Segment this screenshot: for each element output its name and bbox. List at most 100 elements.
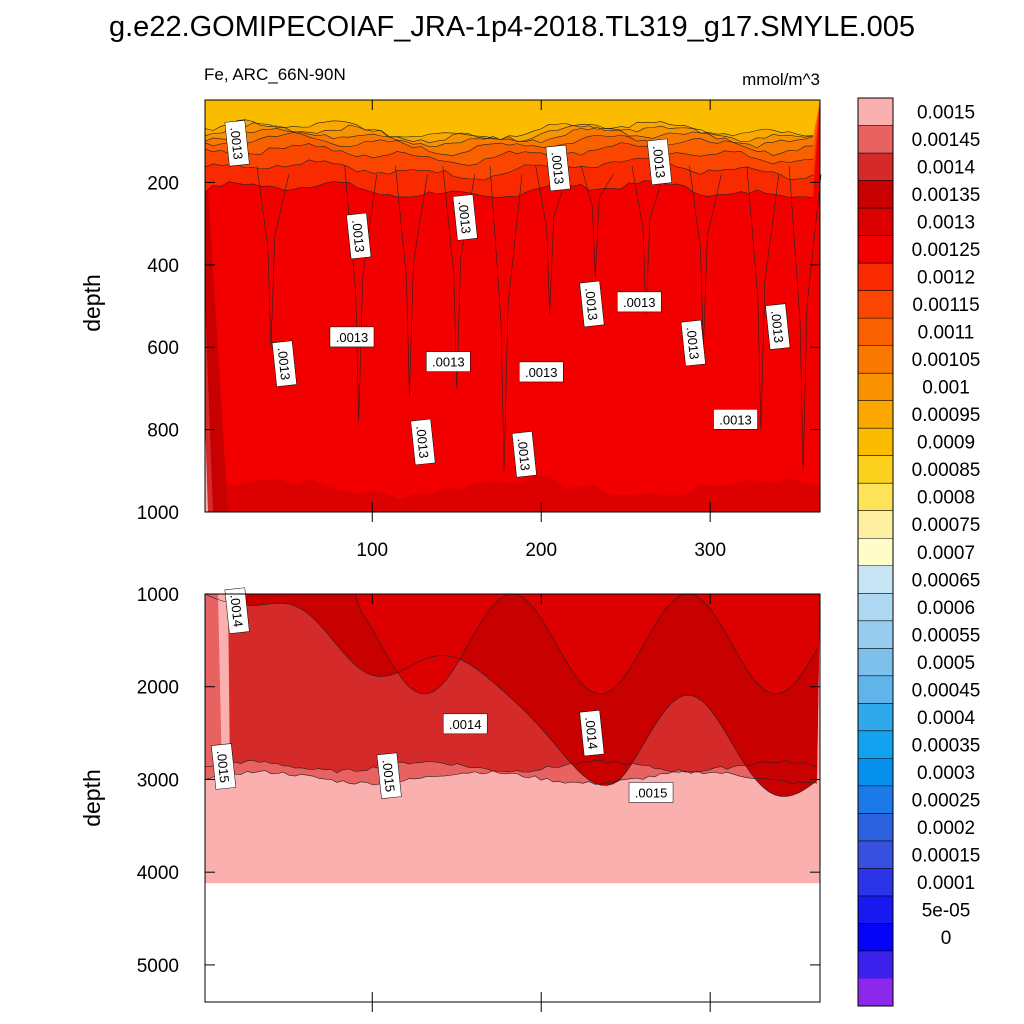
contour-line-0.00135: [204, 593, 818, 797]
colorbar-swatch: [858, 125, 893, 154]
colorbar-swatch: [858, 483, 893, 512]
contour-label: .0014: [224, 587, 250, 634]
colorbar-label: 0.0003: [917, 763, 975, 784]
contour-label-text: .0014: [449, 717, 482, 732]
contour-label: .0014: [442, 713, 488, 735]
contour-line-surface-4: [204, 126, 814, 149]
contour-label: .0013: [426, 351, 471, 372]
colorbar-swatch: [858, 840, 893, 869]
colorbar-label: 0.00105: [912, 350, 981, 371]
contour-line-0.0014: [204, 759, 818, 774]
colorbar-swatch: [858, 813, 893, 842]
contour-label-text: .0013: [623, 295, 656, 310]
contour-label-text: .0013: [548, 151, 566, 185]
colorbar-swatch: [858, 373, 893, 402]
colorbar-swatch: [858, 208, 893, 237]
colorbar-label: 0.0002: [917, 818, 975, 839]
colorbar-swatch: [858, 565, 893, 594]
contour-line-0.0013-7: [631, 165, 665, 315]
colorbar-swatch: [858, 180, 893, 209]
fill-band-0.0015-edge: [205, 420, 208, 512]
contour-label: .0013: [346, 212, 372, 260]
lower-ytick-label: 4000: [137, 863, 179, 884]
contour-label: .0013: [545, 144, 571, 192]
colorbar-label: 0.00055: [912, 625, 981, 646]
contour-line-surface-2: [204, 142, 814, 166]
colorbar-swatch: [858, 978, 893, 1007]
upper-xtick-label: 100: [356, 540, 388, 561]
contour-line-0.0013-6: [580, 165, 614, 278]
upper-ytick-label: 200: [147, 173, 179, 194]
colorbar-label: 0.0014: [917, 158, 976, 179]
lower-ytick-label: 1000: [137, 585, 179, 606]
contour-label: .0013: [224, 120, 250, 167]
contour-label: .0013: [271, 340, 297, 387]
contour-label: .0015: [376, 752, 402, 799]
contour-label: .0013: [646, 138, 673, 185]
colorbar-swatch: [858, 593, 893, 622]
colorbar-label: 0.00135: [912, 185, 981, 206]
contour-label-box: [329, 326, 375, 348]
contour-label-text: .0013: [456, 201, 474, 235]
contour-label-box: [346, 212, 372, 260]
colorbar-label: 0.00125: [912, 240, 981, 261]
contour-label-text: .0013: [227, 126, 245, 160]
colorbar-swatch: [858, 318, 893, 347]
contour-label-text: .0015: [214, 750, 232, 784]
upper-axes: 200 400 600 800 1000 100 200 300: [137, 99, 821, 561]
contour-line-0.0013-10: [788, 165, 822, 471]
colorbar-label: 0.00025: [912, 790, 981, 811]
contour-label-text: .0013: [768, 310, 786, 344]
contour-label: .0013: [765, 303, 791, 350]
colorbar-label: 0.001: [922, 378, 970, 399]
colorbar-swatch: [858, 538, 893, 567]
colorbar-label: 0.00115: [912, 295, 979, 316]
colorbar-label: 0.0011: [918, 323, 975, 344]
upper-contour-labels: .0013 .0013 .0013 .0013 .0013 .0013 .0013 .0013…: [224, 120, 791, 478]
colorbar-label: 0.0015: [917, 103, 975, 124]
lower-plot-frame: [204, 593, 821, 1003]
contour-line-0.0013-9: [746, 165, 780, 430]
contour-label-text: .0013: [582, 287, 600, 321]
0.00135: [205, 594, 820, 797]
colorbar-label: 0.0012: [917, 268, 975, 289]
colorbar-label: 0.0009: [917, 433, 975, 454]
contour-label-text: .0013: [684, 326, 702, 360]
lower-axes: 1000 2000 3000 4000 5000: [137, 585, 821, 1012]
colorbar-label: 0.0001: [917, 873, 975, 894]
colorbar-swatch: [858, 428, 893, 457]
contour-line-surface-3: [204, 132, 814, 156]
contour-label-text: .0015: [635, 785, 668, 800]
colorbar-label: 0.00015: [912, 845, 981, 866]
contour-label-box: [713, 409, 758, 430]
contour-label-text: .0014: [227, 594, 245, 628]
contour-label: .0013: [713, 409, 758, 430]
upper-y-axis-label: depth: [79, 274, 105, 332]
lower-panel: .0014 .0015 .0014 .0014 .0015 .0015 1000 2000 3…: [79, 585, 821, 1012]
contour-line-surface-1: [204, 157, 814, 181]
contour-label-box: [511, 431, 537, 478]
fill-band-0.0014-edge: [205, 300, 213, 512]
lower-contour-labels: .0014 .0015 .0014 .0014 .0015 .0015: [211, 587, 674, 803]
contour-label: .0013: [452, 194, 478, 241]
colorbar-swatch: [858, 703, 893, 732]
colorbar-swatch: [858, 98, 893, 127]
colorbar-label: 5e-05: [922, 900, 971, 921]
upper-ytick-label: 800: [147, 421, 179, 442]
colorbar-swatch: [858, 950, 893, 979]
contour-label-box: [545, 144, 571, 192]
lower-ytick-label: 5000: [137, 956, 179, 977]
colorbar-label: 0: [941, 928, 952, 949]
contour-line-surface-6: [204, 119, 814, 140]
contour-label: .0013: [329, 326, 375, 348]
colorbar-label: 0.0008: [917, 488, 975, 509]
chart-title: g.e22.GOMIPECOIAF_JRA-1p4-2018.TL319_g17…: [109, 11, 915, 43]
upper-ytick-label: 600: [147, 338, 179, 359]
contour-label-box: [224, 120, 250, 167]
lower-y-axis-label: depth: [79, 769, 105, 827]
contour-label-box: [579, 280, 605, 328]
colorbar-swatch: [858, 785, 893, 814]
colorbar-swatch: [858, 620, 893, 649]
contour-label-box: [224, 587, 250, 634]
contour-line-surface-5: [204, 122, 814, 143]
